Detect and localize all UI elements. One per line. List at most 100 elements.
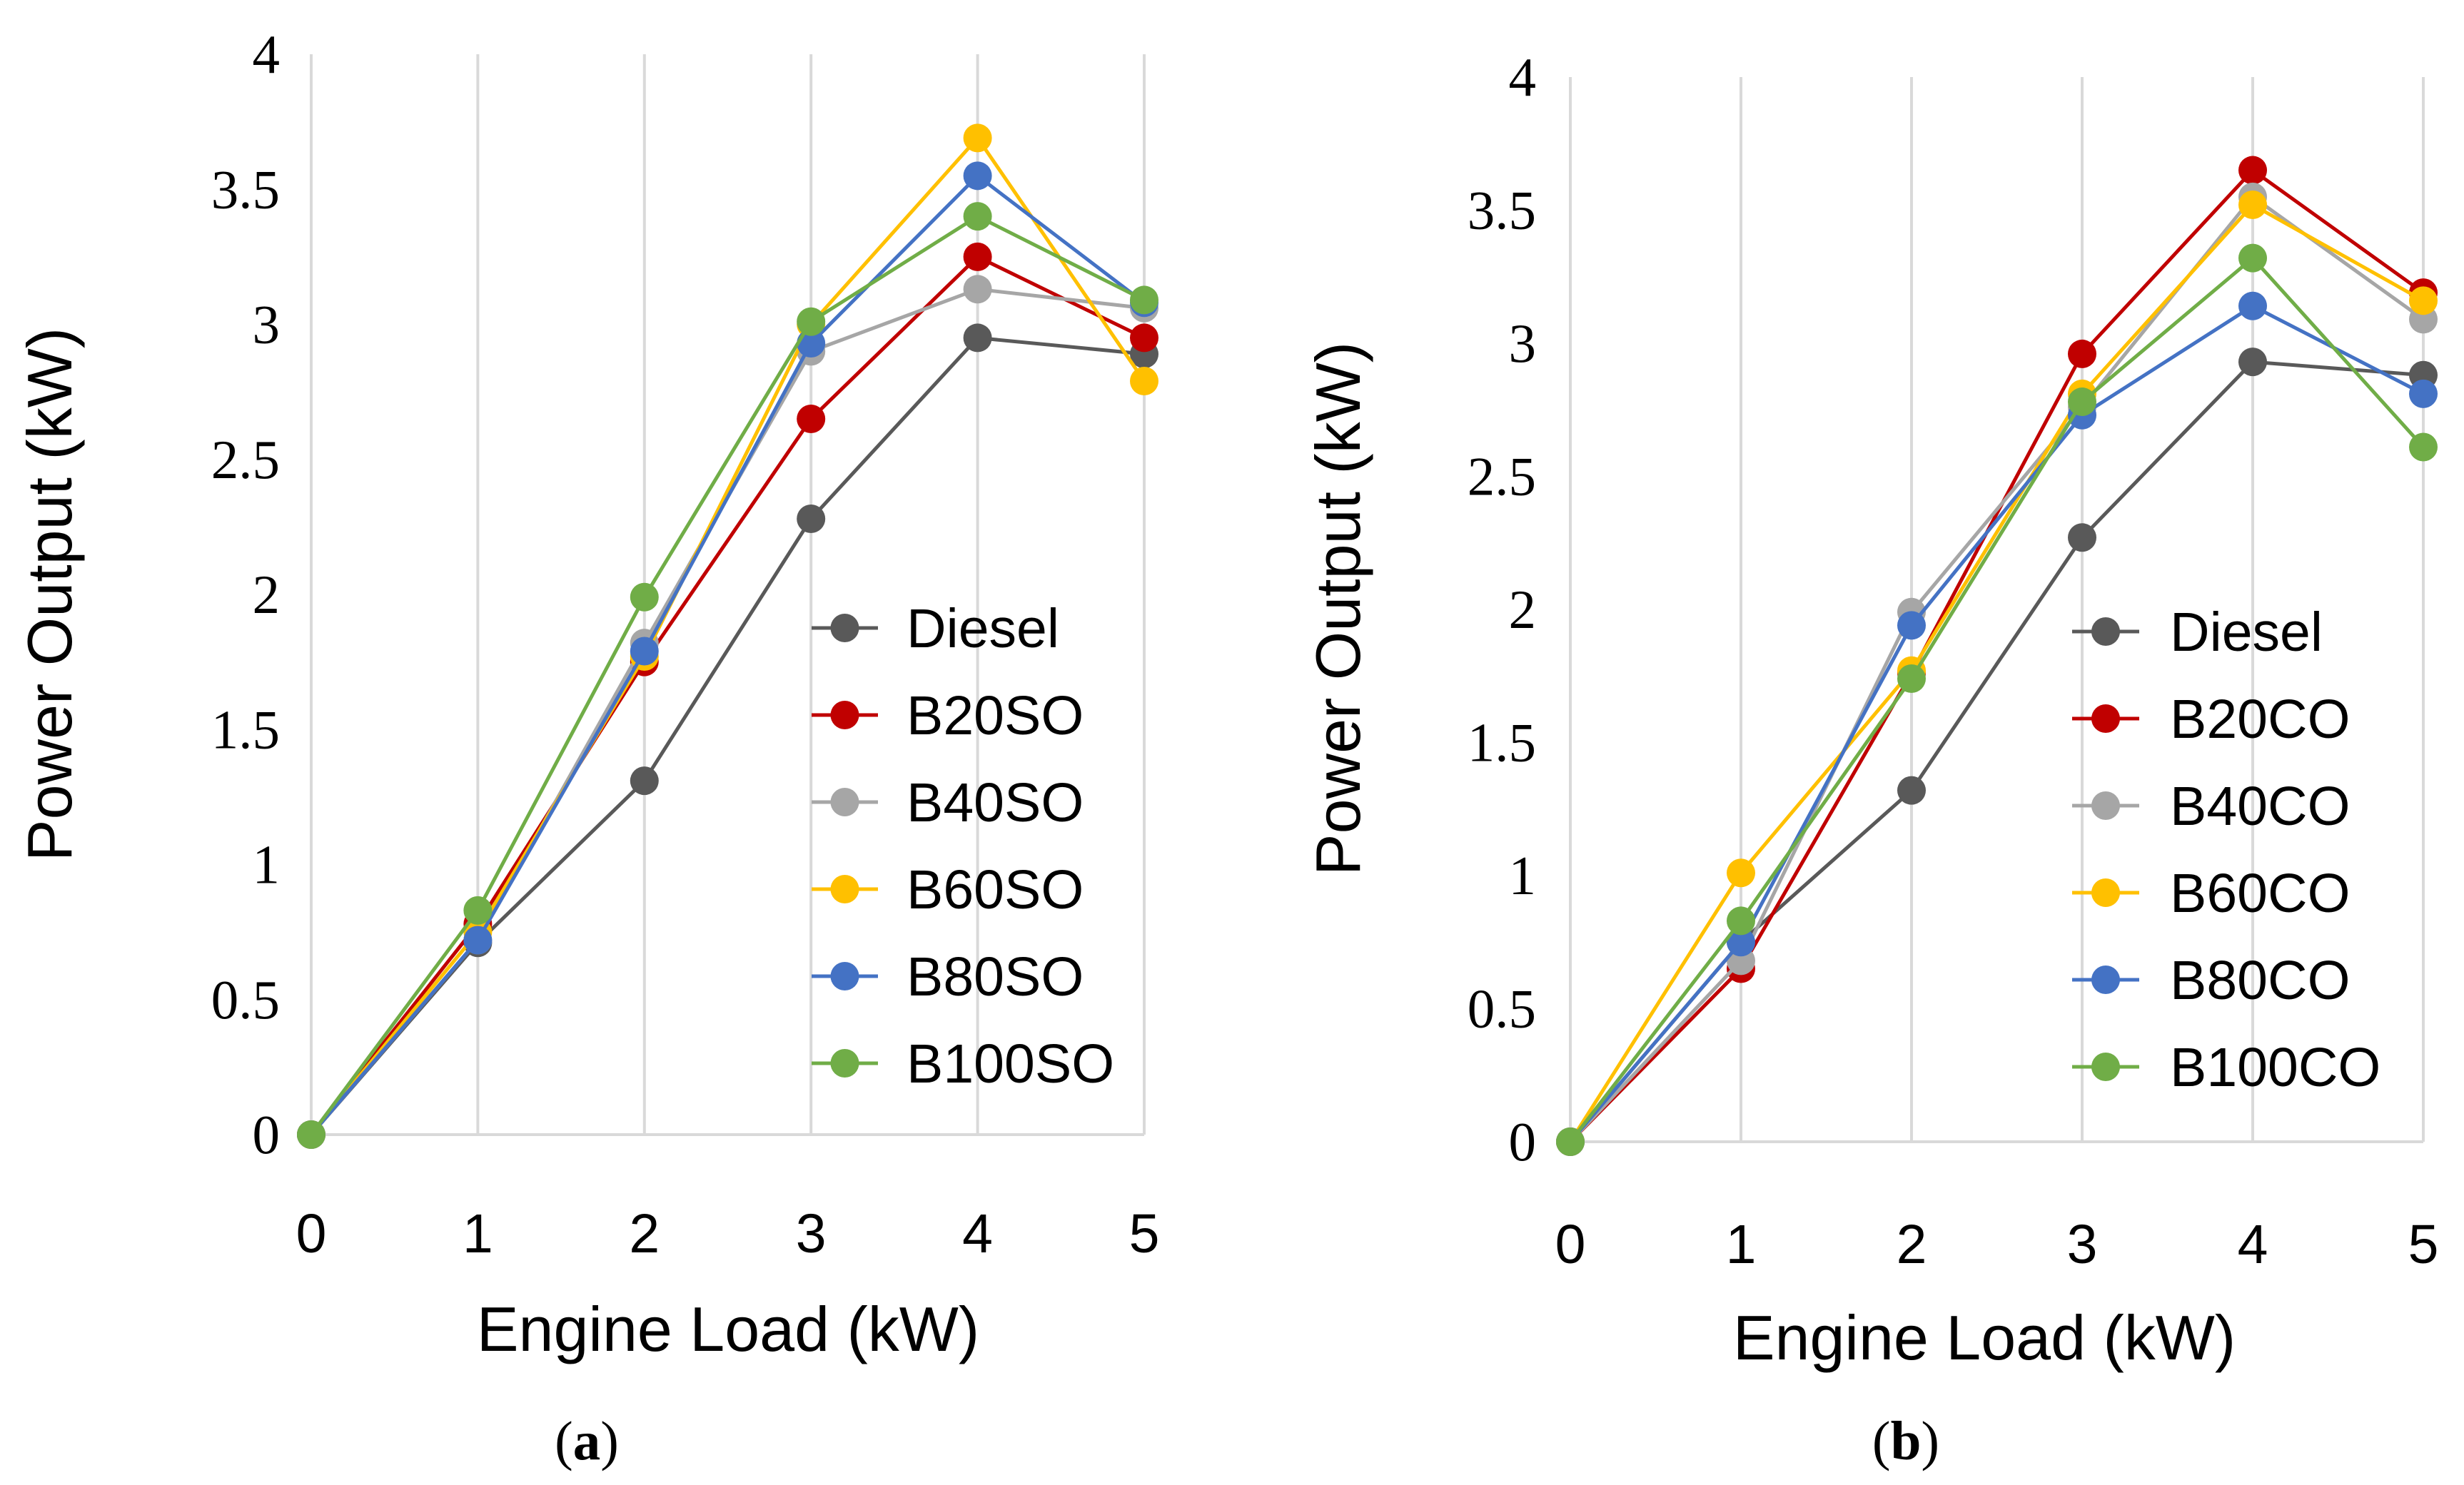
panel-a-legend-label-diesel: Diesel: [907, 598, 1059, 659]
panel-b-legend-label-b80co: B80CO: [2170, 950, 2351, 1011]
panel-a-point-b80so-x1: [463, 926, 493, 955]
panel-b-point-diesel-x2: [1897, 776, 1926, 805]
panel-b-point-b100co-x4: [2238, 243, 2267, 273]
panel-a-y-axis-title: Power Output (kW): [14, 328, 85, 861]
panel-b-point-b60co-x4: [2238, 191, 2267, 220]
panel-a-caption-open: (: [555, 1410, 573, 1471]
panel-b-series-line-b100co: [1569, 255, 2425, 1143]
panel-a-y-tick-label: 1: [253, 834, 281, 896]
panel-a-point-b20so-x3: [797, 404, 826, 433]
panel-b-point-b20co-x3: [2068, 339, 2096, 368]
panel-b-legend-marker-b80co: [2091, 965, 2120, 994]
panel-b-y-tick-label: 0: [1509, 1111, 1537, 1172]
panel-b-x-tick-label: 3: [2067, 1214, 2098, 1275]
panel-a-x-tick-label: 5: [1129, 1203, 1160, 1264]
panel-a-legend: Diesel B20SO B40SO B60SO B80SO B100SO: [812, 598, 1114, 1095]
panel-a-legend-marker-b100so: [830, 1049, 859, 1078]
panel-b-legend-label-b40co: B40CO: [2170, 776, 2351, 837]
panel-a-series-line-b60so: [310, 135, 1146, 1136]
panel-a-series-line-b100so: [309, 214, 1146, 1136]
panel-a-y-tick-label: 1.5: [211, 699, 280, 760]
panel-b-y-tick-label: 1.5: [1468, 712, 1536, 774]
panel-a-point-b100so-x4: [963, 202, 992, 231]
panel-b-series-line-b20co: [1569, 168, 2425, 1143]
panel-b-point-b60co-x5: [2409, 286, 2438, 315]
panel-a-point-b100so-x2: [630, 582, 659, 612]
panel-b-legend-marker-b40co: [2091, 791, 2120, 820]
panel-b-point-b100co-x0: [1556, 1127, 1585, 1156]
panel-a-y-tick-label: 0: [253, 1104, 281, 1165]
panel-a-point-b60so-x4: [963, 123, 992, 153]
panel-a-point-b80so-x4: [963, 161, 992, 191]
panel-a-x-tick-label: 3: [796, 1203, 827, 1264]
panel-a-x-axis-title: Engine Load (kW): [477, 1294, 979, 1364]
panel-b-legend-marker-diesel: [2091, 617, 2120, 646]
panel-a-x-tick-label: 1: [463, 1203, 493, 1264]
panel-b-legend-label-diesel: Diesel: [2170, 602, 2323, 663]
panel-a-series-line-b80so: [310, 173, 1146, 1136]
panel-a-x-tick-label: 2: [629, 1203, 660, 1264]
panel-a-point-diesel-x4: [963, 323, 992, 353]
panel-b-series-line-b60co: [1568, 202, 2425, 1143]
panel-b-caption-close: ): [1921, 1410, 1939, 1471]
panel-a-legend-marker-b40so: [830, 788, 859, 816]
panel-b-point-b80co-x5: [2409, 379, 2438, 408]
panel-a-y-tick-label: 3: [253, 294, 281, 355]
panel-b-series-line-diesel: [1569, 360, 2424, 1143]
panel-b-legend-marker-b20co: [2091, 704, 2120, 733]
panel-a-point-b100so-x5: [1130, 285, 1158, 315]
panel-b-point-b80co-x1: [1727, 928, 1755, 957]
panel-b-point-b20co-x4: [2238, 156, 2267, 185]
panel-a-point-b100so-x0: [297, 1120, 325, 1149]
panel-b-point-b100co-x1: [1727, 906, 1755, 936]
chart-panel-a: 0 0.5 1 1.5 2 2.5 3 3.5 4 0 1 2 3 4 5 Engine Load (kW) P…: [14, 24, 1159, 1471]
panel-a-legend-label-b40so: B40SO: [907, 772, 1084, 833]
panel-a-legend-label-b60so: B60SO: [907, 859, 1084, 921]
panel-a-y-tick-label: 3.5: [211, 158, 280, 220]
panel-a-legend-marker-b80so: [830, 962, 859, 990]
panel-b-y-tick-label: 3.5: [1468, 180, 1536, 241]
panel-b-caption-letter: b: [1891, 1410, 1922, 1471]
panel-a-y-tick-label: 0.5: [211, 969, 280, 1030]
panel-b-point-b80co-x2: [1897, 611, 1926, 640]
panel-b-point-b100co-x2: [1897, 664, 1926, 693]
chart-panel-b: 0 0.5 1 1.5 2 2.5 3 3.5 4 0 1 2 3 4 5 Engine Load (kW) P…: [1303, 46, 2438, 1471]
panel-a-x-tick-label: 4: [962, 1203, 993, 1264]
panel-b-legend-label-b100co: B100CO: [2170, 1037, 2380, 1098]
panel-b-y-tick-label: 2.5: [1468, 446, 1536, 507]
panel-b-series-line-b80co: [1569, 303, 2425, 1143]
panel-a-legend-marker-b20so: [830, 701, 859, 729]
panel-b-series-line-b40co: [1569, 194, 2425, 1143]
panel-a-point-b20so-x4: [963, 242, 992, 271]
panel-b-legend-label-b60co: B60CO: [2170, 863, 2351, 924]
panel-a-point-b100so-x3: [797, 307, 826, 336]
panel-a-x-tick-label: 0: [296, 1203, 327, 1264]
panel-a-caption-letter: a: [573, 1410, 601, 1471]
panel-a-point-b20so-x5: [1130, 323, 1158, 353]
panel-a-legend-label-b100so: B100SO: [907, 1033, 1114, 1095]
panel-a-point-b80so-x2: [630, 637, 659, 666]
panel-a-legend-marker-b60so: [830, 875, 859, 903]
panel-a-point-b40so-x4: [963, 275, 992, 304]
panel-b-point-diesel-x4: [2238, 348, 2267, 377]
panel-a-caption: (a): [555, 1410, 619, 1471]
panel-b-legend-marker-b100co: [2091, 1053, 2120, 1081]
panel-b-point-b60co-x1: [1727, 858, 1755, 888]
panel-a-series-line-b20so: [310, 254, 1146, 1136]
panel-a-y-tick-label: 2: [253, 564, 281, 625]
panel-b-legend-marker-b60co: [2091, 878, 2120, 907]
panel-b-caption-open: (: [1872, 1410, 1891, 1471]
panel-a-point-diesel-x2: [630, 766, 659, 796]
panel-b-x-axis-title: Engine Load (kW): [1733, 1302, 2236, 1373]
panel-a-point-b100so-x1: [463, 896, 493, 925]
panel-a-caption-close: ): [600, 1410, 619, 1471]
panel-b-y-axis-title: Power Output (kW): [1303, 342, 1373, 876]
panel-a-point-diesel-x3: [797, 505, 826, 534]
panel-b-y-tick-label: 2: [1509, 579, 1537, 640]
panel-a-legend-label-b20so: B20SO: [907, 685, 1084, 746]
panel-a-legend-label-b80so: B80SO: [907, 946, 1084, 1008]
panel-b-point-diesel-x3: [2068, 523, 2096, 552]
panel-b-point-b100co-x5: [2409, 432, 2438, 462]
panel-b-x-tick-label: 1: [1726, 1214, 1757, 1275]
